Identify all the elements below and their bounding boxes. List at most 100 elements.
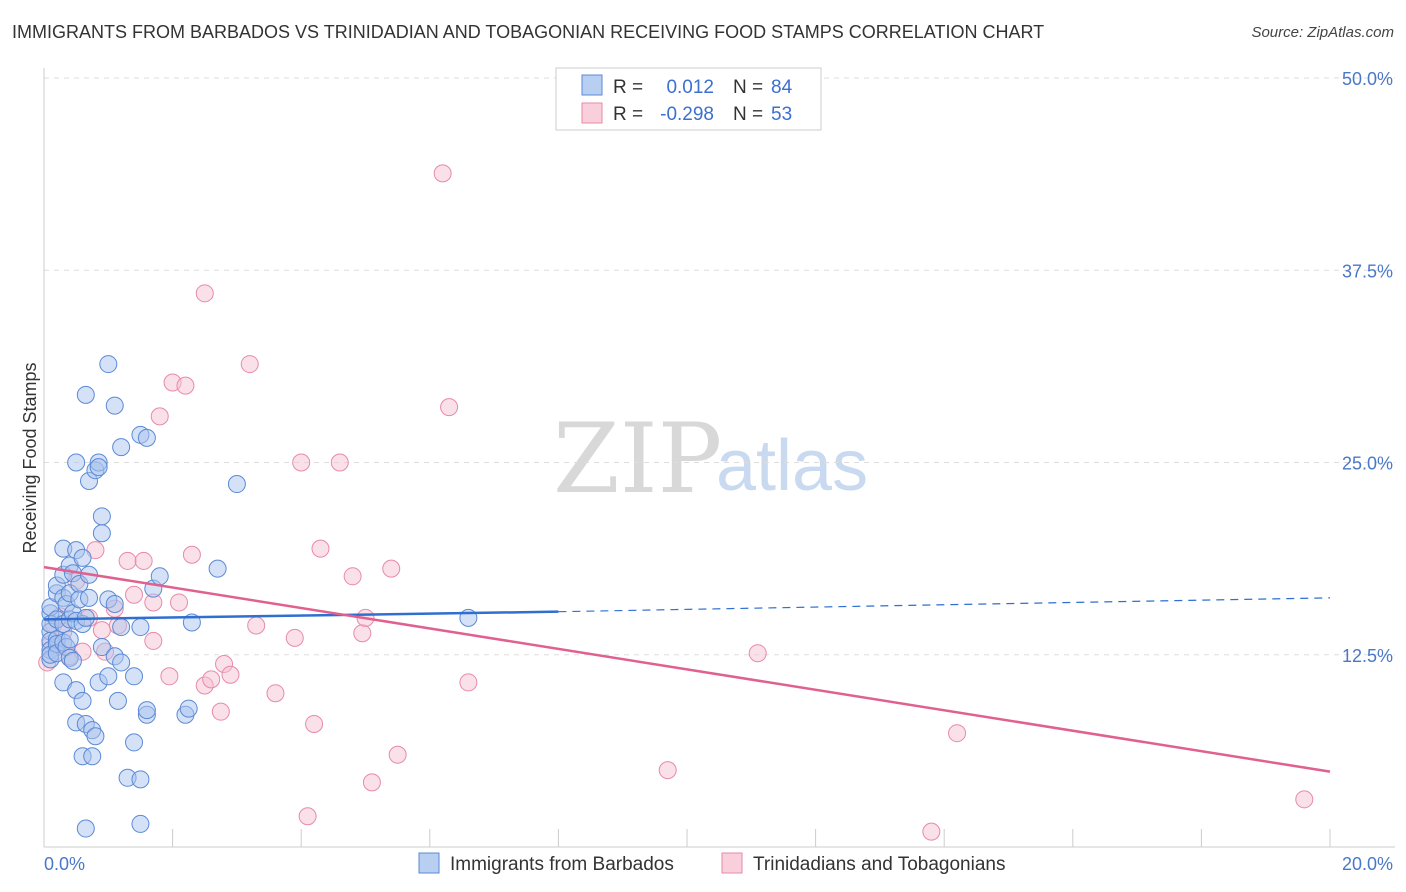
data-point-barbados <box>137 428 156 447</box>
trend-line-trinidadians <box>43 565 1331 773</box>
chart-title: IMMIGRANTS FROM BARBADOS VS TRINIDADIAN … <box>12 22 1045 42</box>
bottom-legend-label-blue: Immigrants from Barbados <box>450 854 674 875</box>
data-point-barbados <box>73 548 92 567</box>
data-point-trinidadians <box>266 684 285 703</box>
data-point-trinidadians <box>343 567 362 586</box>
data-point-barbados <box>112 653 131 672</box>
data-point-trinidadians <box>170 593 189 612</box>
bottom-legend-swatch-pink <box>721 852 743 874</box>
legend-r-label-2: R = <box>613 104 643 125</box>
data-point-barbados <box>112 618 131 637</box>
data-point-trinidadians <box>382 559 401 578</box>
data-point-barbados <box>125 667 144 686</box>
data-point-barbados <box>60 630 79 649</box>
data-point-barbados <box>83 747 102 766</box>
data-point-barbados <box>227 475 246 494</box>
data-point-barbados <box>131 618 150 637</box>
data-point-barbados <box>125 733 144 752</box>
legend-r-value-2: -0.298 <box>660 104 714 125</box>
data-point-barbados <box>179 699 198 718</box>
y-axis-label: Receiving Food Stamps <box>20 362 40 553</box>
data-point-barbados <box>108 691 127 710</box>
data-point-trinidadians <box>440 398 459 417</box>
data-point-barbados <box>105 396 124 415</box>
data-point-trinidadians <box>240 355 259 374</box>
trend-line-barbados-extension <box>558 597 1331 613</box>
trend-lines <box>43 565 1331 773</box>
data-point-barbados <box>76 819 95 838</box>
y-tick-label: 12.5% <box>1342 646 1393 666</box>
data-point-trinidadians <box>92 621 111 640</box>
data-point-trinidadians <box>1295 790 1314 809</box>
data-point-trinidadians <box>202 670 221 689</box>
y-tick-label: 37.5% <box>1342 261 1393 281</box>
data-point-barbados <box>105 594 124 613</box>
data-point-trinidadians <box>285 628 304 647</box>
y-tick-label: 25.0% <box>1342 454 1393 474</box>
data-point-trinidadians <box>330 453 349 472</box>
data-point-trinidadians <box>160 667 179 686</box>
bottom-legend-swatch-blue <box>418 852 440 874</box>
legend-r-label-1: R = <box>613 77 643 98</box>
data-point-trinidadians <box>125 585 144 604</box>
data-point-barbados <box>131 770 150 789</box>
data-point-trinidadians <box>353 624 372 643</box>
data-point-barbados <box>112 438 131 457</box>
data-point-barbados <box>73 691 92 710</box>
data-point-trinidadians <box>748 644 767 663</box>
watermark-zip: ZIP <box>553 403 722 515</box>
data-point-barbados <box>131 814 150 833</box>
data-point-barbados <box>92 524 111 543</box>
data-point-barbados <box>67 453 86 472</box>
data-point-trinidadians <box>311 539 330 558</box>
data-point-trinidadians <box>459 673 478 692</box>
trend-line-barbados <box>43 610 559 621</box>
data-point-barbados <box>99 355 118 374</box>
data-point-trinidadians <box>221 665 240 684</box>
data-point-trinidadians <box>182 545 201 564</box>
legend-n-label-1: N = <box>733 77 763 98</box>
data-point-barbados <box>80 588 99 607</box>
data-point-trinidadians <box>433 164 452 183</box>
data-point-barbados <box>92 638 111 657</box>
legend-n-value-2: 53 <box>771 104 792 125</box>
source-label: Source: ZipAtlas.com <box>1251 24 1394 41</box>
legend-swatch-blue <box>581 74 603 96</box>
bottom-legend-label-pink: Trinidadians and Tobagonians <box>753 854 1005 875</box>
legend-n-value-1: 84 <box>771 77 793 98</box>
data-point-trinidadians <box>948 724 967 743</box>
watermark-atlas: atlas <box>716 426 868 506</box>
data-point-trinidadians <box>922 822 941 841</box>
data-point-trinidadians <box>144 631 163 650</box>
data-point-barbados <box>99 667 118 686</box>
data-point-barbados <box>89 458 108 477</box>
data-point-trinidadians <box>247 616 266 635</box>
axes: 12.5% 25.0% 37.5% 50.0% 0.0% 20.0% <box>43 68 1395 874</box>
data-point-barbados <box>92 507 111 526</box>
data-point-trinidadians <box>195 284 214 303</box>
data-point-trinidadians <box>305 714 324 733</box>
data-point-trinidadians <box>176 376 195 395</box>
data-point-barbados <box>208 559 227 578</box>
data-point-trinidadians <box>134 551 153 570</box>
legend-swatch-pink <box>581 102 603 124</box>
data-point-trinidadians <box>150 407 169 426</box>
data-point-trinidadians <box>118 551 137 570</box>
data-point-barbados <box>150 567 169 586</box>
data-point-trinidadians <box>362 773 381 792</box>
data-point-trinidadians <box>388 745 407 764</box>
x-tick-label: 0.0% <box>44 854 85 874</box>
x-tick-label: 20.0% <box>1342 854 1393 874</box>
data-point-trinidadians <box>658 761 677 780</box>
data-point-trinidadians <box>211 702 230 721</box>
series-barbados-points <box>41 355 478 838</box>
legend-n-label-2: N = <box>733 104 763 125</box>
data-point-barbados <box>86 727 105 746</box>
data-point-barbados <box>137 701 156 720</box>
series-legend: Immigrants from Barbados Trinidadians an… <box>418 852 1005 875</box>
data-point-barbados <box>63 651 82 670</box>
data-point-trinidadians <box>292 453 311 472</box>
data-point-barbados <box>76 385 95 404</box>
correlation-legend: R = 0.012 N = 84 R = -0.298 N = 53 <box>555 67 822 131</box>
